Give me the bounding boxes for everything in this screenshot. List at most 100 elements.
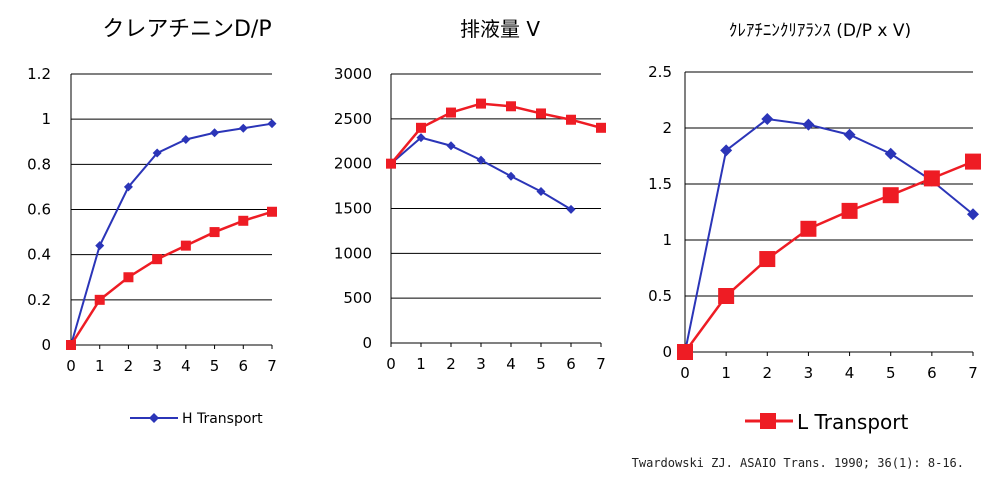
x-tick-label: 7 [267,357,277,375]
series-l-transport [66,206,277,350]
y-tick-label: 0.6 [27,201,51,219]
y-tick-label: 0 [662,343,672,361]
y-tick-label: 0 [41,336,51,354]
x-tick-label: 3 [476,355,486,373]
data-point [181,134,191,144]
x-tick-label: 2 [763,364,773,382]
y-tick-label: 2.5 [648,63,672,81]
x-tick-label: 5 [886,364,896,382]
data-point [923,170,940,187]
series-line [69,210,273,346]
data-point [238,215,249,226]
y-tick-label: 1500 [334,200,372,218]
chart-panel-volume: 排液量 V 0 500 1000 1500 2000 2500 3000 0 1 2 3 4 5 6 7 [334,17,606,373]
data-point [66,340,76,350]
data-point [123,272,134,283]
series-line [70,122,273,346]
x-tick-label: 2 [446,355,456,373]
data-point [677,344,693,360]
legend-h-label: H Transport [182,411,263,427]
legend-l-label: L Transport [797,410,909,434]
series-line [390,102,602,165]
data-point [884,147,897,160]
legend-h-marker [149,413,159,423]
data-point [416,122,426,133]
y-tick-label: 0.8 [27,155,51,173]
x-tick-label: 4 [845,364,855,382]
data-point [761,113,774,126]
x-tick-label: 4 [181,357,191,375]
data-point [94,294,105,305]
data-point [123,182,133,192]
x-tick-label: 6 [239,357,249,375]
data-point [566,204,576,214]
series-h-transport [386,133,576,214]
y-tick-label: 1.5 [648,175,672,193]
chart-panel-clearance: ｸﾚｱﾁﾆﾝｸﾘｱﾗﾝｽ (D/P x V) 0 0.5 1 1.5 2 2.5 0 1 2 3 4 5… [648,21,981,382]
y-tick-label: 1.2 [27,65,51,83]
data-point [596,122,606,133]
chart-title: 排液量 V [460,17,540,41]
x-tick-label: 1 [95,357,105,375]
data-point [536,108,546,119]
legend-l-transport: L Transport [745,410,909,434]
x-tick-label: 3 [152,357,162,375]
legend-h-transport: H Transport [130,411,263,427]
x-tick-label: 7 [968,364,978,382]
data-point [210,128,220,138]
y-tick-label: 0.5 [648,287,672,305]
series-line [683,160,974,353]
chart-panel-dp: クレアチニンD/P00.20.40.60.811.20 1 2 3 4 5 6 7 [27,17,277,375]
data-point [841,202,858,219]
data-point [95,241,105,251]
y-tick-label: 1 [662,231,672,249]
data-point [267,206,277,217]
data-point [180,240,191,251]
data-point [209,227,220,238]
data-point [152,148,162,158]
chart-title: クレアチニンD/P [102,17,271,42]
y-tick-label: 1 [41,110,51,128]
legend-l-marker [760,413,776,429]
data-point [238,123,248,133]
series-l-transport [386,98,606,169]
y-tick-label: 2 [662,119,672,137]
data-point [446,141,456,151]
data-point [267,119,277,129]
x-tick-label: 5 [210,357,220,375]
series-h-transport [679,113,979,358]
data-point [476,155,486,165]
data-point [476,98,486,109]
data-point [882,187,899,204]
data-point [965,153,981,170]
data-point [506,101,516,112]
data-point [536,186,546,196]
data-point [800,220,817,237]
data-point [152,254,163,265]
y-tick-label: 0.4 [27,246,51,264]
data-point [386,158,396,169]
series-l-transport [677,153,981,360]
y-tick-label: 0.2 [27,291,51,309]
x-tick-label: 4 [506,355,516,373]
y-tick-label: 2500 [334,110,372,128]
y-tick-label: 3000 [334,65,372,83]
x-tick-label: 0 [66,357,76,375]
x-tick-label: 7 [596,355,606,373]
y-tick-label: 1000 [334,244,372,262]
series-h-transport [66,119,277,350]
chart-title: ｸﾚｱﾁﾆﾝｸﾘｱﾗﾝｽ (D/P x V) [729,21,911,41]
x-tick-label: 1 [416,355,426,373]
x-tick-label: 6 [566,355,576,373]
y-tick-label: 0 [362,334,372,352]
x-tick-label: 6 [927,364,937,382]
data-point [720,144,733,157]
x-tick-label: 5 [536,355,546,373]
y-tick-label: 500 [343,289,372,307]
x-tick-label: 3 [804,364,814,382]
citation-text: Twardowski ZJ. ASAIO Trans. 1990; 36(1):… [631,456,964,470]
data-point [718,288,735,304]
x-tick-label: 0 [680,364,690,382]
x-tick-label: 0 [386,355,396,373]
